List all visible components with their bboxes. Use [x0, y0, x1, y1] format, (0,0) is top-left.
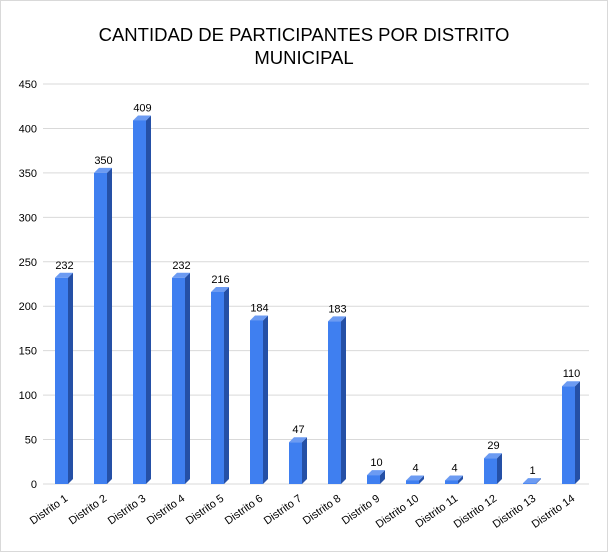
- bar-group: [172, 272, 190, 484]
- bar: [445, 480, 458, 484]
- bar-top: [406, 475, 424, 481]
- bar: [484, 458, 497, 484]
- data-label: 110: [563, 368, 581, 380]
- x-tick-label: Distrito 5: [184, 493, 226, 528]
- bar: [133, 120, 146, 484]
- y-tick-label: 100: [19, 390, 37, 402]
- bar-side: [302, 437, 307, 484]
- bar: [367, 475, 380, 484]
- bar-top: [94, 167, 112, 173]
- x-tick-label: Distrito 2: [67, 493, 109, 528]
- data-label: 29: [487, 440, 499, 452]
- bar-side: [224, 287, 229, 484]
- bar-top: [55, 272, 73, 278]
- bar-group: [211, 287, 229, 484]
- bar-top: [328, 316, 346, 322]
- bar-group: [562, 381, 580, 484]
- y-tick-label: 300: [19, 212, 37, 224]
- bar: [562, 386, 575, 484]
- bar-top: [562, 381, 580, 387]
- x-tick-label: Distrito 12: [452, 493, 499, 531]
- data-label: 409: [133, 102, 151, 114]
- bar: [55, 277, 68, 484]
- bar: [406, 480, 419, 484]
- bar-top: [445, 475, 463, 481]
- bar-group: [406, 475, 424, 484]
- data-label: 184: [250, 302, 268, 314]
- y-tick-label: 350: [19, 168, 37, 180]
- bar: [211, 292, 224, 484]
- bar-top: [133, 115, 151, 121]
- x-tick-label: Distrito 14: [530, 493, 577, 531]
- x-tick-label: Distrito 1: [28, 493, 70, 528]
- chart-title: CANTIDAD DE PARTICIPANTES POR DISTRITO M…: [1, 23, 607, 69]
- bar-group: [94, 167, 112, 484]
- bar-side: [146, 115, 151, 484]
- bar-top: [289, 437, 307, 443]
- bar-group: [484, 453, 502, 484]
- bar-top: [523, 478, 541, 484]
- y-tick-label: 200: [19, 301, 37, 313]
- x-tick-label: Distrito 4: [145, 493, 187, 528]
- bar-group: [289, 437, 307, 484]
- x-tick-label: Distrito 10: [374, 493, 421, 531]
- bar-side: [68, 272, 73, 484]
- data-label: 10: [370, 457, 382, 469]
- x-tick-label: Distrito 7: [262, 493, 304, 528]
- data-label: 1: [529, 465, 535, 477]
- x-tick-label: Distrito 8: [301, 493, 343, 528]
- bar-top: [211, 287, 229, 292]
- data-label: 183: [328, 303, 346, 315]
- bar-side: [107, 167, 112, 484]
- bar-top: [250, 315, 268, 321]
- bar-side: [185, 272, 190, 484]
- bar: [250, 320, 263, 484]
- data-label: 4: [412, 462, 418, 474]
- bar: [523, 483, 536, 484]
- y-tick-label: 50: [25, 435, 37, 447]
- chart-title-line-2: MUNICIPAL: [254, 47, 354, 68]
- bar-side: [458, 475, 463, 484]
- bar-group: [328, 316, 346, 484]
- bar-group: [523, 478, 541, 484]
- bar-top: [172, 272, 190, 278]
- data-label: 4: [451, 462, 457, 474]
- bar-group: [250, 315, 268, 484]
- bar: [94, 172, 107, 484]
- y-tick-label: 400: [19, 123, 37, 135]
- bar-side: [380, 470, 385, 484]
- data-label: 232: [55, 260, 73, 272]
- x-tick-label: Distrito 13: [491, 493, 538, 531]
- y-tick-label: 450: [19, 79, 37, 91]
- data-label: 47: [292, 424, 304, 436]
- data-label: 350: [94, 155, 112, 167]
- bar-side: [419, 475, 424, 484]
- bar-side: [575, 381, 580, 484]
- bar-side: [536, 478, 541, 484]
- bar-top: [367, 470, 385, 476]
- bar: [289, 442, 302, 484]
- bar: [172, 277, 185, 484]
- bar-side: [341, 316, 346, 484]
- y-tick-label: 150: [19, 346, 37, 358]
- bar-side: [263, 315, 268, 484]
- bar-top: [484, 453, 502, 459]
- y-tick-label: 0: [31, 479, 37, 491]
- bar: [328, 321, 341, 484]
- data-label: 216: [211, 274, 229, 286]
- bar-side: [497, 453, 502, 484]
- bar-group: [55, 272, 73, 484]
- x-tick-label: Distrito 6: [223, 493, 265, 528]
- bar-group: [445, 475, 463, 484]
- chart-title-line-1: CANTIDAD DE PARTICIPANTES POR DISTRITO: [98, 24, 510, 45]
- bar-group: [367, 470, 385, 484]
- x-tick-label: Distrito 3: [106, 493, 148, 528]
- bar-group: [133, 115, 151, 484]
- data-label: 232: [172, 260, 190, 272]
- y-tick-label: 250: [19, 257, 37, 269]
